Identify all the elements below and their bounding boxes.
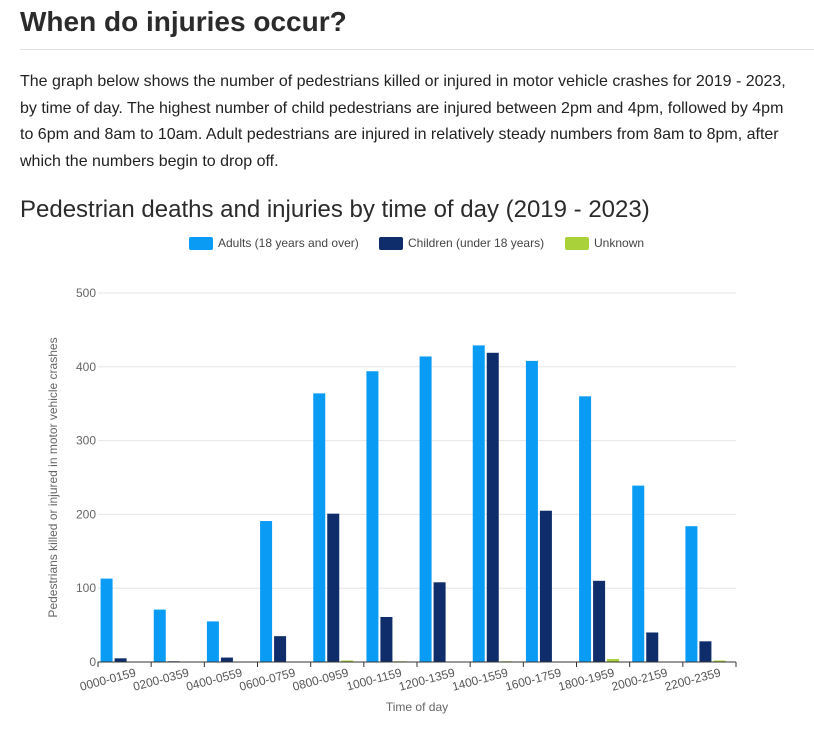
bar-adults-0400-0559[interactable] (206, 621, 219, 662)
bar-children-1000-1159[interactable] (380, 616, 393, 662)
bar-adults-1200-1359[interactable] (419, 356, 432, 662)
legend-label-0[interactable]: Adults (18 years and over) (218, 236, 359, 250)
bar-unknown-0800-0959[interactable] (341, 660, 354, 662)
x-axis: 0000-01590200-03590400-05590600-07590800… (78, 661, 737, 714)
bar-children-2000-2159[interactable] (646, 632, 659, 662)
bar-children-0600-0759[interactable] (274, 636, 287, 662)
bar-children-2200-2359[interactable] (699, 641, 712, 662)
bar-adults-1400-1559[interactable] (472, 345, 485, 662)
bar-children-0000-0159[interactable] (114, 658, 127, 662)
bar-adults-0800-0959[interactable] (313, 393, 326, 662)
bar-adults-1600-1759[interactable] (525, 360, 538, 662)
chart-gridlines (98, 292, 736, 589)
y-tick-label: 500 (76, 286, 96, 300)
bar-children-0800-0959[interactable] (327, 513, 340, 662)
bar-adults-1800-1959[interactable] (579, 396, 592, 662)
x-tick-label: 0800-0959 (291, 665, 350, 693)
legend-label-2[interactable]: Unknown (594, 236, 644, 250)
y-tick-label: 100 (76, 581, 96, 595)
bar-children-1800-1959[interactable] (593, 580, 606, 662)
x-axis-title: Time of day (386, 700, 448, 714)
bar-adults-2200-2359[interactable] (685, 526, 698, 662)
x-tick-label: 0000-0159 (78, 665, 137, 693)
bar-chart: Adults (18 years and over) Children (unde… (46, 236, 737, 714)
x-tick-label: 1600-1759 (504, 665, 563, 693)
bar-children-1600-1759[interactable] (539, 510, 552, 662)
y-tick-label: 300 (76, 434, 96, 448)
x-tick-label: 2000-2159 (610, 665, 669, 693)
y-tick-label: 200 (76, 507, 96, 521)
heading-divider (20, 49, 814, 50)
y-tick-label: 400 (76, 360, 96, 374)
y-axis: 0 100 200 300 400 500 Pedestrians killed or in… (46, 286, 96, 669)
legend-swatch-1[interactable] (379, 237, 403, 250)
bar-adults-2000-2159[interactable] (632, 485, 645, 662)
x-tick-label: 0200-0359 (131, 665, 190, 693)
chart-bars (100, 345, 726, 662)
bar-adults-0000-0159[interactable] (100, 578, 113, 662)
legend-swatch-2[interactable] (565, 237, 589, 250)
bar-unknown-1800-1959[interactable] (607, 659, 620, 662)
x-tick-label: 1800-1959 (557, 665, 616, 693)
legend-swatch-0[interactable] (189, 237, 213, 250)
intro-paragraph: The graph below shows the number of pede… (20, 73, 786, 170)
chart-title: Pedestrian deaths and injuries by time o… (20, 196, 650, 223)
x-tick-label: 2200-2359 (663, 665, 722, 693)
bar-children-1200-1359[interactable] (433, 582, 446, 662)
page-heading: When do injuries occur? (20, 6, 347, 37)
y-tick-label: 0 (89, 655, 96, 669)
x-tick-label: 0600-0759 (238, 665, 297, 693)
x-tick-label: 1400-1559 (450, 665, 509, 693)
chart-legend: Adults (18 years and over) Children (unde… (189, 236, 644, 250)
y-axis-title: Pedestrians killed or injured in motor v… (46, 337, 60, 617)
bar-adults-1000-1159[interactable] (366, 371, 379, 662)
x-tick-label: 0400-0559 (185, 665, 244, 693)
bar-adults-0200-0359[interactable] (153, 609, 166, 662)
x-tick-label: 1000-1159 (345, 665, 404, 693)
x-tick-label: 1200-1359 (397, 665, 456, 693)
legend-label-1[interactable]: Children (under 18 years) (408, 236, 544, 250)
bar-unknown-2200-2359[interactable] (713, 660, 726, 662)
bar-children-1400-1559[interactable] (486, 352, 499, 662)
bar-adults-0600-0759[interactable] (260, 521, 273, 662)
chart-container: Adults (18 years and over) Children (unde… (0, 230, 814, 730)
bar-children-0400-0559[interactable] (220, 657, 233, 662)
